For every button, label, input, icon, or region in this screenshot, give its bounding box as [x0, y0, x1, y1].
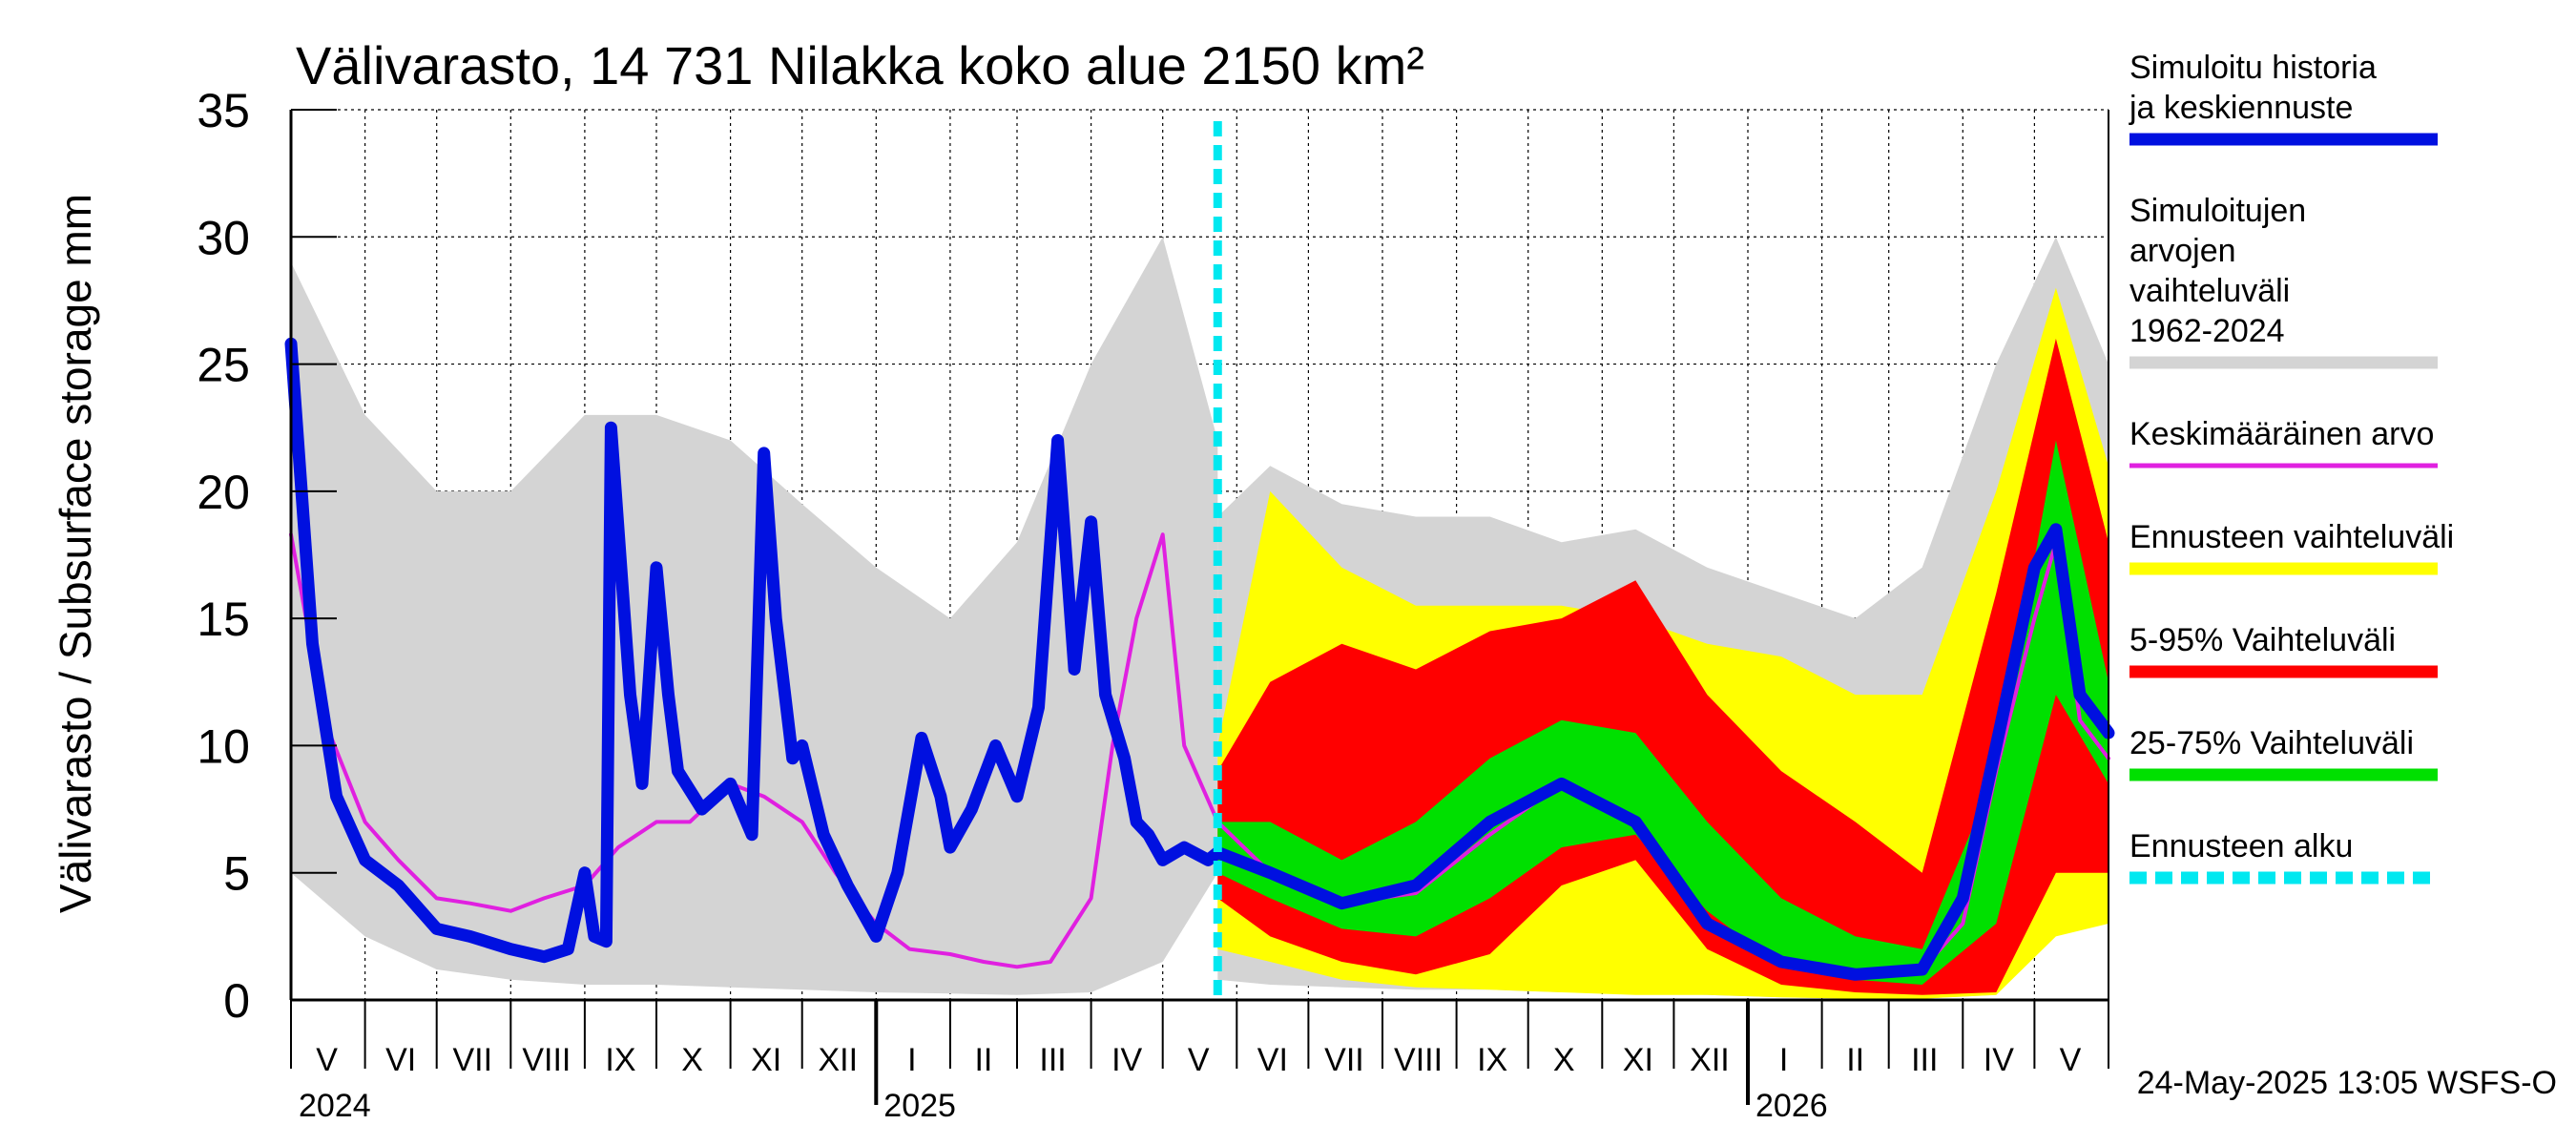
x-tick-label: V: [1188, 1042, 1210, 1078]
x-tick-label: X: [1553, 1042, 1575, 1078]
x-tick-label: VII: [1324, 1042, 1364, 1078]
x-tick-label: I: [1779, 1042, 1788, 1078]
x-tick-label: XI: [1623, 1042, 1653, 1078]
legend-label: Ennusteen alku: [2129, 828, 2353, 864]
x-tick-label: IV: [1984, 1042, 2014, 1078]
legend-label: ja keskiennuste: [2129, 90, 2353, 126]
x-tick-label: VII: [452, 1042, 492, 1078]
legend-label: arvojen: [2129, 233, 2236, 269]
y-tick-label: 30: [197, 211, 250, 264]
y-tick-label: 5: [223, 847, 250, 901]
x-tick-label: V: [2060, 1042, 2082, 1078]
y-tick-label: 25: [197, 339, 250, 392]
x-tick-label: III: [1911, 1042, 1938, 1078]
year-label: 2025: [883, 1088, 956, 1124]
x-tick-label: XII: [1690, 1042, 1730, 1078]
y-axis-label: Välivarasto / Subsurface storage mm: [51, 194, 100, 913]
y-tick-label: 35: [197, 84, 250, 137]
chart-title: Välivarasto, 14 731 Nilakka koko alue 21…: [296, 35, 1424, 95]
x-tick-label: IX: [1477, 1042, 1507, 1078]
x-tick-label: V: [316, 1042, 338, 1078]
y-tick-label: 15: [197, 593, 250, 646]
legend: Simuloitu historia ja keskiennuste Simuloi…: [2129, 50, 2454, 885]
x-tick-label: VIII: [1394, 1042, 1443, 1078]
year-label: 2024: [299, 1088, 371, 1124]
series-line-simulated: [284, 337, 2115, 981]
legend-label: Ennusteen vaihteluväli: [2129, 519, 2454, 555]
year-label: 2026: [1755, 1088, 1828, 1124]
legend-label: vaihteluväli: [2129, 273, 2290, 309]
x-tick-label: VI: [385, 1042, 416, 1078]
range-areas: [291, 237, 2109, 999]
legend-label: Keskimääräinen arvo: [2129, 416, 2434, 452]
y-tick-label: 10: [197, 719, 250, 773]
x-tick-label: II: [974, 1042, 992, 1078]
x-tick-label: XII: [818, 1042, 858, 1078]
x-tick-label: III: [1039, 1042, 1066, 1078]
legend-label: Simuloitujen: [2129, 193, 2306, 229]
legend-label: 25-75% Vaihteluväli: [2129, 725, 2414, 761]
range-area: [1217, 440, 2109, 985]
y-tick-label: 20: [197, 466, 250, 519]
y-tick-label: 0: [223, 974, 250, 1028]
footer-timestamp: 24-May-2025 13:05 WSFS-O: [2137, 1065, 2557, 1101]
x-tick-label: II: [1846, 1042, 1864, 1078]
x-tick-label: IX: [605, 1042, 635, 1078]
series-lines: [284, 121, 2115, 1000]
legend-label: 5-95% Vaihteluväli: [2129, 622, 2396, 658]
x-tick-label: X: [681, 1042, 703, 1078]
x-tick-label: I: [907, 1042, 916, 1078]
x-tick-label: XI: [751, 1042, 781, 1078]
legend-label: Simuloitu historia: [2129, 50, 2377, 86]
x-tick-label: IV: [1111, 1042, 1142, 1078]
legend-label: 1962-2024: [2129, 313, 2285, 349]
x-tick-label: VIII: [522, 1042, 571, 1078]
x-tick-label: VI: [1257, 1042, 1288, 1078]
